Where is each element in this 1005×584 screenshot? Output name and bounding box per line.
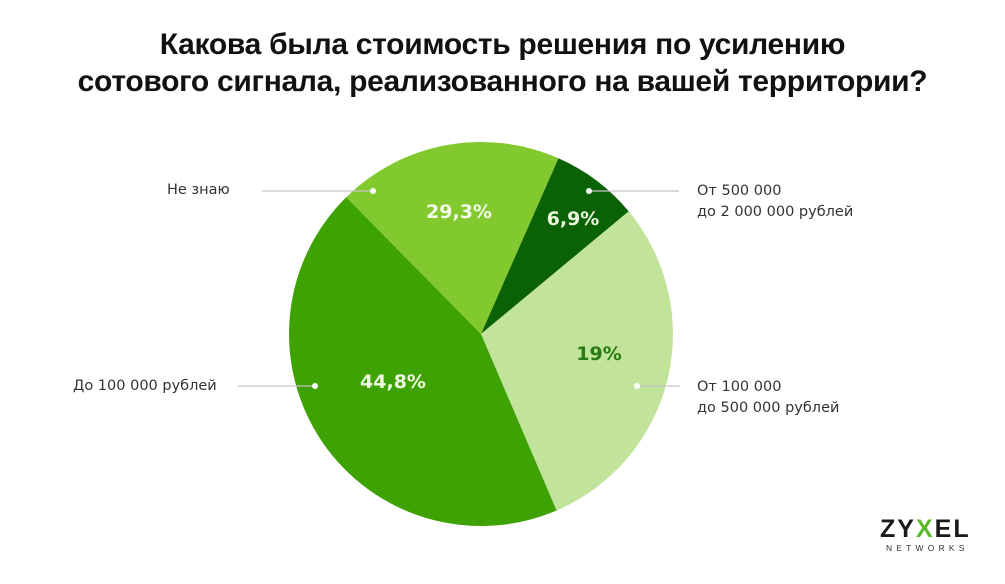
logo-part: EL [934,515,971,543]
slice-label-do100: 44,8% [360,371,426,393]
leader-dots [312,188,640,389]
legend-label-ot100-line-2: до 500 000 рублей [697,400,840,416]
slice-ot500 [481,158,629,334]
pie-slices [289,141,673,527]
leader-dot [586,188,592,194]
leader-dot [634,383,640,389]
legend-label-ot100-line-1: От 100 000 [697,379,782,395]
logo-subtitle: NETWORKS [885,543,969,553]
legend-label-ot500-line-2: до 2 000 000 рублей [697,204,854,220]
legend-label-ot100: От 100 000 до 500 000 рублей [697,377,839,419]
logo-x-accent: X [915,515,935,543]
slice-ne-znayu [346,141,559,334]
leader-dot [370,188,376,194]
legend-label-ne-znayu: Не знаю [167,182,230,198]
legend-label-ot500: От 500 000 до 2 000 000 рублей [697,181,853,223]
slice-label-ne-znayu: 29,3% [426,201,492,223]
legend-label-do100: До 100 000 рублей [73,378,217,394]
logo-part: ZY [880,515,916,543]
slice-label-ot100: 19% [576,343,622,365]
chart-title-line-1: Какова была стоимость решения по усилени… [159,28,846,61]
logo-wordmark: ZYXEL [880,516,971,542]
chart-title: Какова была стоимость решения по усилени… [0,26,1005,100]
slice-label-ot500: 6,9% [546,208,600,230]
slice-do100 [289,197,557,527]
slice-ot100 [481,211,673,511]
zyxel-logo: ZYXEL NETWORKS [880,516,971,553]
legend-label-ot500-line-1: От 500 000 [697,183,782,199]
chart-title-line-2: сотового сигнала, реализованного на ваше… [77,65,928,98]
leader-dot [312,383,318,389]
leader-lines [238,190,680,387]
